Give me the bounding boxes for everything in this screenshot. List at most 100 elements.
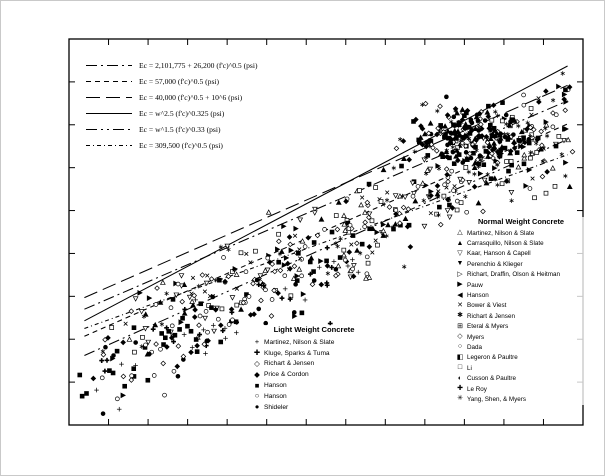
scatter-point bbox=[380, 166, 387, 173]
scatter-point bbox=[480, 208, 486, 215]
scatter-point bbox=[180, 353, 187, 360]
scatter-point bbox=[116, 406, 122, 412]
scatter-point bbox=[416, 137, 422, 143]
scatter-point bbox=[495, 149, 502, 156]
trend-line-solid bbox=[84, 65, 568, 322]
scatter-point bbox=[451, 122, 456, 128]
scatter-point bbox=[398, 137, 403, 142]
scatter-point bbox=[181, 332, 187, 337]
scatter-point bbox=[462, 125, 468, 131]
legend-item: ◆ Price & Cordon bbox=[250, 369, 378, 380]
star-icon: ✱ bbox=[457, 312, 463, 320]
scatter-point bbox=[505, 133, 512, 139]
scatter-point bbox=[374, 229, 380, 236]
scatter-point bbox=[354, 247, 360, 253]
scatter-point bbox=[283, 255, 290, 261]
scatter-point bbox=[276, 259, 281, 265]
scatter-point bbox=[265, 255, 271, 261]
scatter-point bbox=[189, 345, 195, 350]
scatter-point bbox=[90, 375, 97, 382]
scatter-point bbox=[77, 372, 83, 378]
scatter-point bbox=[401, 155, 407, 161]
scatter-point bbox=[194, 349, 200, 354]
legend-item: ◇ Richart & Jensen bbox=[250, 359, 378, 370]
scatter-point bbox=[265, 209, 272, 215]
scatter-point bbox=[460, 160, 466, 165]
scatter-point bbox=[338, 236, 343, 242]
scatter-point bbox=[173, 280, 179, 287]
scatter-point bbox=[399, 163, 404, 169]
legend-label: Hanson bbox=[264, 392, 287, 400]
scatter-point bbox=[278, 248, 285, 254]
scatter-point bbox=[333, 213, 339, 218]
scatter-point bbox=[373, 238, 378, 243]
scatter-point bbox=[492, 165, 498, 172]
scatter-point bbox=[205, 273, 210, 278]
scatter-point bbox=[281, 262, 288, 268]
scatter-point bbox=[483, 149, 489, 154]
scatter-point bbox=[150, 326, 156, 332]
scatter-point bbox=[544, 169, 550, 175]
scatter-point bbox=[287, 265, 293, 272]
scatter-point bbox=[159, 279, 166, 285]
scatter-point bbox=[331, 259, 337, 264]
scatter-point bbox=[218, 322, 224, 329]
scatter-point bbox=[444, 208, 451, 214]
scatter-point bbox=[363, 275, 369, 281]
scatter-point bbox=[366, 244, 373, 250]
scatter-point bbox=[229, 309, 235, 315]
scatter-point bbox=[445, 196, 451, 203]
legend-item: △ Martinez, Nilson & Slate bbox=[453, 228, 589, 238]
scatter-point bbox=[296, 266, 303, 272]
scatter-point bbox=[110, 370, 116, 376]
scatter-point bbox=[299, 238, 306, 244]
scatter-point bbox=[277, 267, 284, 274]
scatter-point bbox=[365, 260, 371, 266]
legend-item: □ Li bbox=[453, 363, 589, 373]
scatter-point bbox=[147, 351, 152, 357]
scatter-point bbox=[346, 249, 353, 255]
scatter-point bbox=[427, 120, 434, 126]
scatter-point bbox=[464, 107, 471, 114]
scatter-point bbox=[211, 323, 216, 328]
scatter-point bbox=[540, 159, 546, 164]
scatter-point bbox=[111, 353, 116, 358]
scatter-point bbox=[484, 109, 491, 115]
scatter-point bbox=[311, 240, 317, 245]
scatter-point bbox=[172, 332, 178, 338]
scatter-point bbox=[94, 387, 99, 393]
scatter-point bbox=[171, 368, 177, 374]
scatter-point bbox=[556, 134, 562, 139]
scatter-point bbox=[210, 294, 216, 300]
scatter-point bbox=[170, 297, 176, 302]
scatter-point bbox=[202, 289, 208, 294]
circle-half-icon: ◐ bbox=[457, 374, 463, 382]
scatter-point bbox=[527, 124, 534, 131]
scatter-point bbox=[197, 332, 203, 337]
scatter-point bbox=[462, 113, 467, 118]
scatter-point bbox=[444, 112, 451, 118]
scatter-point bbox=[189, 298, 196, 304]
scatter-point bbox=[463, 165, 469, 170]
scatter-point bbox=[435, 108, 440, 114]
scatter-point bbox=[543, 122, 550, 128]
scatter-point bbox=[415, 184, 421, 189]
scatter-point bbox=[292, 313, 298, 320]
scatter-point bbox=[500, 100, 505, 105]
scatter-point bbox=[120, 339, 126, 346]
scatter-point bbox=[202, 315, 208, 322]
star-open-icon: ✳ bbox=[457, 395, 463, 403]
scatter-point bbox=[185, 323, 190, 329]
scatter-point bbox=[329, 265, 335, 270]
scatter-point bbox=[422, 100, 429, 107]
scatter-point bbox=[318, 281, 325, 288]
scatter-point bbox=[325, 271, 330, 276]
scatter-point bbox=[164, 291, 169, 296]
scatter-point bbox=[493, 133, 498, 139]
scatter-point bbox=[269, 297, 275, 302]
scatter-point bbox=[309, 281, 316, 288]
scatter-point bbox=[463, 150, 469, 155]
scatter-point bbox=[307, 259, 313, 265]
scatter-point bbox=[402, 194, 409, 200]
triangle-down-filled-icon: ▼ bbox=[456, 260, 464, 268]
